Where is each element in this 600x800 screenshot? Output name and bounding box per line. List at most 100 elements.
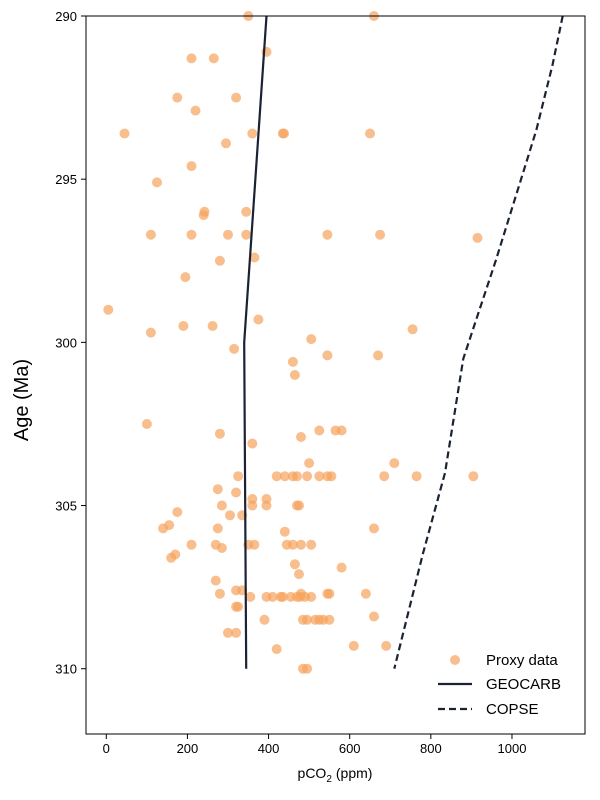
x-tick-label: 200	[177, 741, 199, 756]
legend: Proxy data GEOCARB COPSE	[438, 652, 561, 718]
proxy-point	[141, 419, 152, 429]
proxy-point	[302, 471, 313, 482]
proxy-point	[212, 484, 223, 495]
proxy-point	[302, 663, 313, 674]
proxy-point	[172, 92, 183, 103]
y-tick-label: 295	[55, 172, 77, 187]
proxy-point	[103, 304, 114, 315]
proxy-point	[294, 569, 304, 580]
proxy-point	[296, 432, 306, 442]
x-axis-label: pCO2 (ppm)	[298, 765, 373, 785]
proxy-point	[199, 206, 210, 217]
proxy-point	[314, 471, 325, 482]
proxy-point	[277, 591, 288, 602]
proxy-point	[336, 425, 347, 436]
proxy-point	[468, 471, 479, 482]
proxy-point	[306, 591, 317, 602]
proxy-point	[247, 438, 258, 449]
proxy-point	[306, 334, 317, 345]
proxy-point	[259, 614, 270, 625]
proxy-point	[348, 640, 359, 651]
proxy-point	[216, 500, 227, 511]
proxy-point	[233, 471, 244, 482]
proxy-point	[208, 53, 219, 64]
proxy-point	[214, 428, 225, 439]
proxy-point	[186, 161, 197, 172]
proxy-point	[271, 471, 282, 482]
proxy-point	[186, 229, 197, 240]
proxy-point	[296, 588, 306, 599]
legend-copse-label: COPSE	[486, 701, 539, 718]
y-axis-ticks: 290 295 300 305 310	[55, 9, 86, 677]
geocarb-line	[243, 15, 268, 669]
proxy-point	[369, 611, 379, 622]
proxy-point	[231, 627, 242, 638]
proxy-point	[324, 588, 335, 599]
proxy-point	[247, 128, 258, 139]
y-axis-label: Age (Ma)	[11, 359, 33, 441]
proxy-point	[190, 105, 201, 116]
proxy-point	[186, 53, 197, 64]
proxy-point	[296, 539, 306, 550]
proxy-point	[253, 314, 264, 325]
y-tick-label: 290	[55, 9, 77, 24]
proxy-point	[369, 523, 379, 534]
proxy-point	[302, 614, 313, 625]
x-axis-ticks: 0 200 400 600 800 1000	[103, 734, 527, 756]
proxy-point	[289, 559, 300, 570]
proxy-point	[261, 500, 272, 511]
proxy-point	[279, 128, 289, 139]
proxy-point	[322, 229, 333, 240]
proxy-point	[216, 543, 227, 553]
y-tick-label: 310	[55, 662, 77, 677]
plot-frame	[85, 15, 586, 735]
proxy-point	[379, 471, 390, 482]
x-tick-label: 0	[103, 741, 110, 756]
proxy-point	[166, 552, 177, 563]
y-tick-label: 300	[55, 335, 77, 350]
proxy-point	[233, 601, 244, 612]
proxy-point	[336, 562, 347, 573]
proxy-point	[229, 343, 240, 354]
proxy-point	[207, 321, 218, 331]
proxy-point	[225, 510, 235, 521]
legend-proxy-label: Proxy data	[486, 652, 558, 669]
proxy-point	[407, 324, 418, 335]
proxy-point	[411, 471, 422, 482]
proxy-point	[221, 138, 231, 149]
proxy-point	[158, 523, 169, 534]
x-tick-label: 1000	[498, 741, 527, 756]
copse-line	[393, 15, 564, 669]
proxy-point	[231, 92, 242, 103]
proxy-point	[287, 539, 298, 550]
proxy-point	[360, 588, 371, 599]
legend-proxy-marker	[450, 655, 460, 665]
proxy-point	[212, 523, 223, 534]
proxy-point	[324, 614, 335, 625]
x-tick-label: 600	[339, 741, 361, 756]
proxy-point	[223, 229, 233, 240]
proxy-point	[287, 356, 298, 367]
proxy-point	[306, 539, 317, 550]
proxy-point	[145, 229, 156, 240]
proxy-point	[241, 229, 252, 240]
proxy-point	[245, 591, 256, 602]
proxy-point	[373, 350, 384, 361]
proxy-point	[271, 644, 282, 655]
proxy-point	[365, 128, 375, 139]
proxy-point	[241, 206, 252, 217]
proxy-point	[279, 526, 290, 537]
proxy-point	[214, 588, 225, 599]
x-tick-label: 800	[420, 741, 442, 756]
proxy-point	[249, 539, 260, 550]
proxy-point	[180, 272, 191, 283]
proxy-point	[186, 539, 197, 550]
proxy-point	[292, 471, 302, 482]
proxy-point	[178, 321, 189, 331]
proxy-point	[294, 500, 304, 511]
proxy-point	[223, 627, 233, 638]
proxy-point	[289, 370, 300, 380]
proxy-point	[375, 229, 386, 240]
proxy-point	[152, 177, 162, 188]
